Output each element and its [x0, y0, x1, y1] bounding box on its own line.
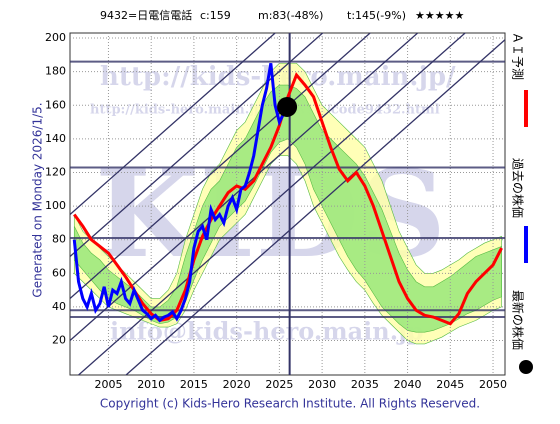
trend-channel-line: [70, 33, 277, 215]
y-tick-label: 80: [52, 233, 66, 246]
series-line: [72, 62, 285, 323]
plot-content: http://kids-hero.main.jp/http://kids-her…: [70, 33, 505, 375]
copyright: Copyright (c) Kids-Hero Research Institu…: [100, 397, 480, 411]
generated-note: Generated on Monday 2026/1/5.: [31, 102, 45, 297]
y-tick-label: 60: [52, 266, 66, 279]
x-tick-label: 2010: [137, 378, 165, 391]
latest-price: [277, 96, 298, 117]
legend-label: 最新の株価: [511, 290, 526, 350]
x-tick-label: 2030: [308, 378, 336, 391]
trend-channel-line: [70, 33, 324, 258]
y-tick-label: 20: [52, 334, 66, 347]
trend-channel-line: [125, 39, 505, 375]
y-tick-label: 120: [45, 165, 66, 178]
x-tick-label: 2020: [223, 378, 251, 391]
x-tick-label: 2035: [351, 378, 379, 391]
header-code: 9432=日電信電話: [100, 8, 192, 22]
trend-channel-line: [70, 33, 419, 342]
x-tick-label: 2015: [180, 378, 208, 391]
x-tick-label: 2050: [479, 378, 507, 391]
header-rating: ★★★★★: [415, 9, 464, 22]
header-current: c:159: [200, 9, 231, 22]
y-tick-label: 200: [45, 31, 66, 44]
x-tick-label: 2040: [394, 378, 422, 391]
header-target: t:145(-9%): [347, 9, 406, 22]
y-tick-label: 160: [45, 98, 66, 111]
y-tick-label: 140: [45, 132, 66, 145]
legend-label: 過去の株価: [511, 158, 526, 218]
y-tick-label: 180: [45, 65, 66, 78]
y-tick-label: 40: [52, 300, 66, 313]
x-tick-label: 2005: [94, 378, 122, 391]
x-tick-label: 2045: [436, 378, 464, 391]
header-model: m:83(-48%): [258, 9, 323, 22]
series-line: [73, 72, 503, 326]
y-tick-label: 100: [45, 199, 66, 212]
x-tick-label: 2025: [265, 378, 293, 391]
legend-swatch: [519, 360, 533, 374]
legend-label: ＡＩ予測: [511, 32, 525, 80]
